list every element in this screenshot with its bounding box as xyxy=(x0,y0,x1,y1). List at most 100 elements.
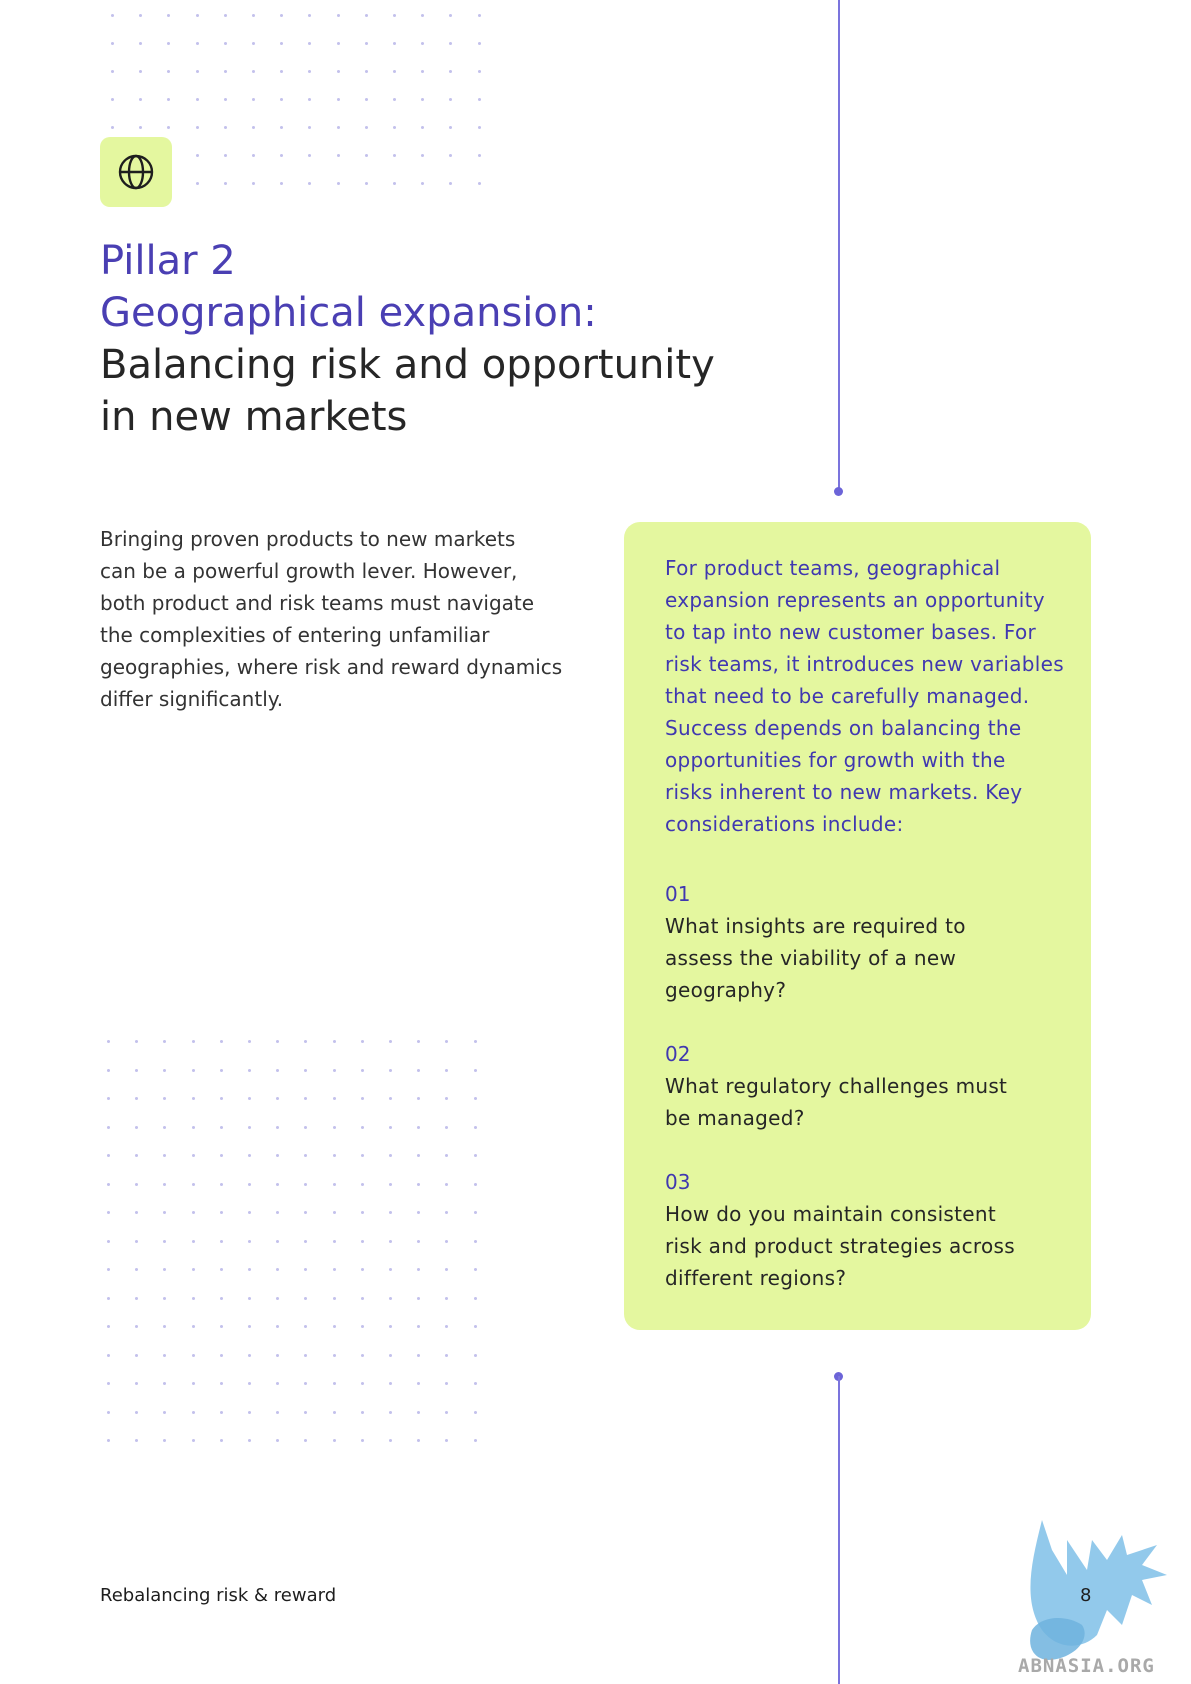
question-item: 03 How do you maintain consistent risk a… xyxy=(665,1166,1075,1294)
card-lead-paragraph: For product teams, geographical expansio… xyxy=(665,552,1075,840)
grid-dot xyxy=(449,154,453,157)
grid-dot xyxy=(219,1068,223,1072)
grid-dot xyxy=(135,1353,139,1357)
grid-dot xyxy=(191,1154,195,1157)
grid-dot xyxy=(360,1239,364,1243)
grid-dot xyxy=(393,154,396,157)
grid-dot xyxy=(417,1154,421,1157)
grid-dot xyxy=(417,1382,421,1385)
grid-dot xyxy=(252,14,255,17)
grid-dot xyxy=(421,154,425,157)
grid-dot xyxy=(473,1068,477,1072)
grid-dot xyxy=(336,42,340,45)
grid-dot xyxy=(191,1239,195,1243)
grid-dot xyxy=(135,1097,139,1100)
grid-dot xyxy=(191,1040,195,1043)
grid-dot xyxy=(332,1353,336,1357)
card-lead-line: opportunities for growth with the xyxy=(665,748,1006,772)
intro-line: geographies, where risk and reward dynam… xyxy=(100,655,563,679)
grid-dot xyxy=(135,1325,139,1328)
grid-dot xyxy=(389,1439,392,1442)
grid-dot xyxy=(191,1068,195,1072)
grid-dot xyxy=(421,182,425,185)
grid-dot xyxy=(445,1068,449,1072)
grid-dot xyxy=(304,1410,308,1414)
question-item: 01 What insights are required to assess … xyxy=(665,878,1075,1006)
divider-end-dot-top xyxy=(834,487,843,496)
grid-dot xyxy=(191,1325,195,1328)
grid-dot xyxy=(364,182,368,185)
grid-dot xyxy=(167,126,171,129)
grid-dot xyxy=(336,154,340,157)
grid-dot xyxy=(252,126,255,129)
grid-dot xyxy=(389,1239,392,1243)
grid-dot xyxy=(473,1211,477,1214)
grid-dot xyxy=(449,126,453,129)
grid-dot xyxy=(163,1439,167,1442)
grid-dot xyxy=(449,14,453,17)
grid-dot xyxy=(195,70,199,73)
grid-dot xyxy=(248,1382,251,1385)
heading-line-1: Balancing risk and opportunity xyxy=(100,342,715,388)
grid-dot xyxy=(308,42,312,45)
grid-dot xyxy=(389,1410,392,1414)
grid-dot xyxy=(389,1382,392,1385)
grid-dot xyxy=(445,1439,449,1442)
grid-dot xyxy=(445,1410,449,1414)
grid-dot xyxy=(360,1268,364,1271)
grid-dot xyxy=(163,1097,167,1100)
grid-dot xyxy=(389,1040,392,1043)
question-line: What insights are required to xyxy=(665,914,966,938)
considerations-card: For product teams, geographical expansio… xyxy=(624,522,1091,1330)
question-line: geography? xyxy=(665,978,787,1002)
grid-dot xyxy=(195,14,199,17)
grid-dot xyxy=(191,1353,195,1357)
grid-dot xyxy=(107,1410,110,1414)
grid-dot xyxy=(219,1182,223,1186)
grid-dot xyxy=(111,98,114,101)
grid-dot xyxy=(389,1125,392,1129)
intro-paragraph: Bringing proven products to new markets … xyxy=(100,523,570,715)
grid-dot xyxy=(219,1268,223,1271)
grid-dot xyxy=(163,1382,167,1385)
grid-dot xyxy=(336,70,340,73)
grid-dot xyxy=(304,1068,308,1072)
grid-dot xyxy=(332,1154,336,1157)
grid-dot xyxy=(223,70,227,73)
grid-dot xyxy=(219,1353,223,1357)
grid-dot xyxy=(417,1068,421,1072)
grid-dot xyxy=(248,1296,251,1300)
intro-line: differ significantly. xyxy=(100,687,284,711)
grid-dot xyxy=(276,1182,280,1186)
grid-dot xyxy=(389,1154,392,1157)
grid-dot xyxy=(421,126,425,129)
grid-dot xyxy=(417,1182,421,1186)
grid-dot xyxy=(417,1125,421,1129)
grid-dot xyxy=(191,1439,195,1442)
grid-dot xyxy=(163,1211,167,1214)
grid-dot xyxy=(219,1211,223,1214)
grid-dot xyxy=(332,1268,336,1271)
grid-dot xyxy=(473,1439,477,1442)
grid-dot xyxy=(308,182,312,185)
grid-dot xyxy=(304,1154,308,1157)
grid-dot xyxy=(135,1068,139,1072)
grid-dot xyxy=(280,14,284,17)
grid-dot xyxy=(417,1439,421,1442)
footer-document-title: Rebalancing risk & reward xyxy=(100,1585,337,1606)
grid-dot xyxy=(248,1439,251,1442)
grid-dot xyxy=(111,70,114,73)
grid-dot xyxy=(336,14,340,17)
card-lead-line: Success depends on balancing the xyxy=(665,716,1022,740)
grid-dot xyxy=(195,98,199,101)
grid-dot xyxy=(445,1182,449,1186)
grid-dot xyxy=(473,1040,477,1043)
grid-dot xyxy=(389,1353,392,1357)
grid-dot xyxy=(219,1325,223,1328)
grid-dot xyxy=(191,1410,195,1414)
grid-dot xyxy=(332,1325,336,1328)
grid-dot xyxy=(219,1040,223,1043)
svg-text:ABNASIA.ORG: ABNASIA.ORG xyxy=(1018,1655,1155,1677)
grid-dot xyxy=(248,1097,251,1100)
grid-dot xyxy=(417,1211,421,1214)
